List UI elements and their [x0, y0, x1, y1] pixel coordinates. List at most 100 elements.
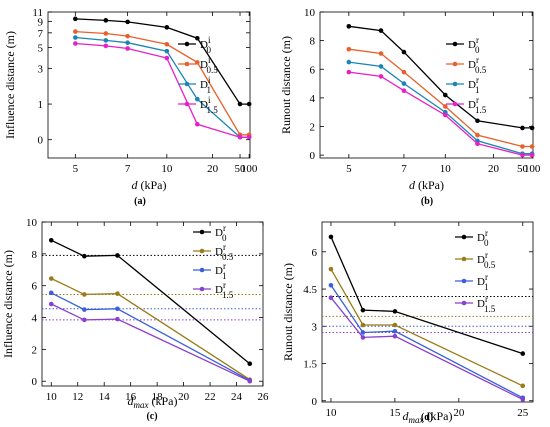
x-axis-label: d (kPa) — [132, 178, 167, 192]
legend-marker — [452, 61, 458, 67]
data-point — [328, 234, 334, 240]
legend-entry: Di 0.5 — [200, 55, 218, 75]
legend-subscript: 1 — [222, 271, 227, 281]
legend-marker — [461, 278, 467, 284]
plot-frame — [321, 221, 534, 403]
data-point — [360, 330, 366, 335]
y-tick-label: 6 — [312, 247, 318, 259]
data-point — [378, 28, 384, 33]
data-point — [346, 69, 352, 75]
legend-base: D — [200, 59, 208, 71]
y-tick-label: 1.5 — [303, 359, 317, 371]
data-point — [73, 29, 78, 34]
data-point — [346, 24, 352, 29]
legend-superscript: r — [223, 223, 226, 233]
legend-base: D — [477, 232, 485, 244]
series-line — [330, 268, 524, 387]
legend-base: D — [200, 39, 208, 51]
legend-superscript: r — [476, 75, 479, 85]
data-point — [164, 25, 170, 30]
data-point — [443, 92, 448, 98]
data-point — [475, 118, 480, 124]
data-point — [520, 152, 525, 158]
data-point — [48, 290, 54, 296]
series-line — [330, 236, 524, 355]
legend-entry: Dr 0 — [477, 228, 489, 248]
data-point — [529, 152, 535, 158]
series-line — [75, 42, 250, 138]
data-point — [378, 51, 384, 56]
data-point — [125, 33, 130, 39]
legend-marker — [199, 267, 205, 273]
data-point — [520, 351, 526, 356]
y-tick-label: 6 — [310, 64, 316, 76]
y-tick-label: 1 — [38, 99, 44, 111]
y-tick-label: 4 — [310, 93, 316, 105]
legend-base: D — [468, 59, 476, 71]
x-tick-label: 7 — [125, 163, 131, 175]
legend-base: D — [200, 99, 208, 111]
panel-label: (b) — [421, 196, 433, 207]
legend-marker — [461, 234, 467, 240]
x-tick-label: 5 — [73, 163, 79, 175]
legend-entry: Dr 1 — [215, 261, 226, 281]
data-point — [115, 253, 120, 258]
legend-subscript: 1.5 — [222, 290, 234, 300]
legend-marker — [461, 300, 467, 306]
legend-base: D — [215, 265, 223, 277]
data-point — [360, 335, 366, 340]
x-tick-label: 22 — [205, 391, 216, 403]
legend-superscript: r — [223, 242, 226, 252]
series-line — [75, 18, 250, 105]
data-point — [164, 41, 170, 47]
data-point — [82, 253, 87, 259]
legend-marker — [184, 61, 190, 67]
data-point — [401, 69, 407, 75]
legend-base: D — [477, 298, 485, 310]
series-line — [348, 48, 533, 148]
legend-base: D — [215, 227, 223, 239]
x-tick-label: 26 — [258, 391, 270, 403]
legend-subscript: 0 — [222, 233, 227, 243]
data-point — [73, 16, 78, 22]
data-point — [346, 59, 352, 65]
x-label-sub: max — [409, 415, 424, 425]
legend-superscript: r — [485, 228, 488, 238]
legend-base: D — [215, 284, 223, 296]
legend-superscript: i — [208, 55, 211, 65]
legend-subscript: 0.5 — [484, 260, 496, 270]
y-tick-label: 4.5 — [303, 284, 317, 296]
series-line — [348, 71, 533, 156]
legend-marker — [461, 256, 467, 262]
data-point — [401, 81, 407, 86]
series-line — [75, 30, 250, 136]
data-point — [82, 317, 87, 323]
legend-superscript: r — [476, 95, 479, 105]
legend-entry: Di 1.5 — [200, 95, 218, 115]
data-point — [520, 125, 525, 131]
data-point — [475, 132, 480, 138]
data-point — [392, 328, 398, 334]
legend-subscript: 0.5 — [206, 65, 218, 75]
data-point — [246, 134, 252, 140]
legend-marker — [184, 81, 190, 87]
data-point — [529, 125, 535, 131]
series-line — [51, 239, 251, 365]
legend-base: D — [468, 39, 476, 51]
data-point — [401, 88, 407, 94]
data-point — [73, 41, 78, 46]
legend-subscript: 0.5 — [222, 252, 234, 262]
legend-superscript: i — [208, 75, 211, 85]
y-tick-label: 9 — [38, 16, 44, 28]
y-tick-label: 0 — [32, 376, 38, 388]
x-tick-label: 15 — [389, 407, 401, 419]
legend-marker — [452, 101, 458, 107]
y-tick-label: 7 — [38, 28, 44, 40]
data-point — [378, 64, 384, 69]
x-tick-label: 7 — [401, 163, 407, 175]
data-point — [125, 19, 130, 25]
legend-marker — [199, 248, 205, 254]
legend-superscript: r — [485, 272, 488, 282]
